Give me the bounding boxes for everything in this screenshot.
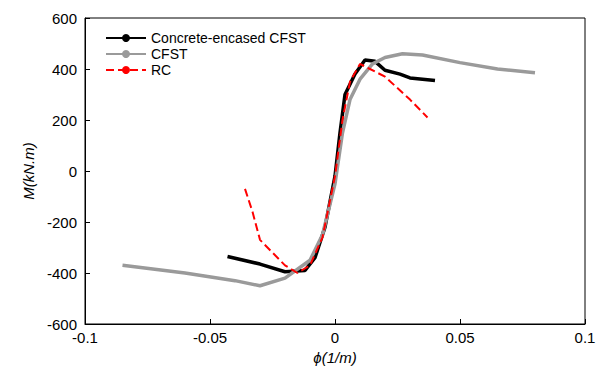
svg-text:0.05: 0.05: [445, 329, 474, 346]
svg-text:0: 0: [69, 163, 77, 180]
svg-text:-0.05: -0.05: [193, 329, 227, 346]
svg-text:M(kN.m): M(kN.m): [20, 142, 37, 199]
svg-text:600: 600: [52, 10, 77, 27]
svg-text:Concrete-encased CFST: Concrete-encased CFST: [151, 30, 306, 46]
svg-text:400: 400: [52, 61, 77, 78]
svg-text:-200: -200: [47, 214, 77, 231]
svg-text:-0.1: -0.1: [72, 329, 98, 346]
svg-text:-400: -400: [47, 265, 77, 282]
svg-text:RC: RC: [151, 62, 171, 78]
svg-text:200: 200: [52, 112, 77, 129]
svg-text:0: 0: [331, 329, 339, 346]
svg-text:ϕ(1/m): ϕ(1/m): [313, 349, 356, 366]
svg-text:0.1: 0.1: [575, 329, 596, 346]
svg-text:-600: -600: [47, 315, 77, 333]
svg-text:CFST: CFST: [151, 46, 188, 62]
